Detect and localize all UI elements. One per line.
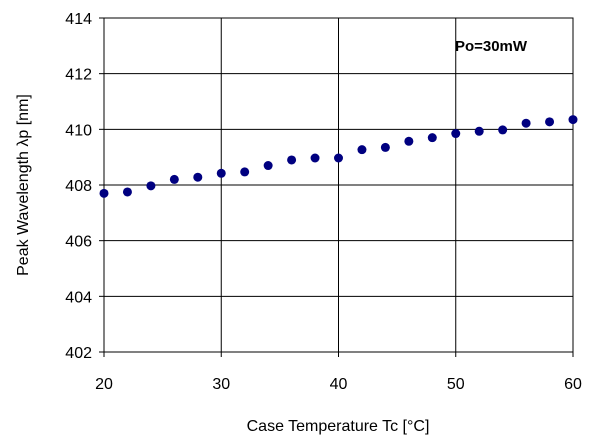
data-point — [404, 136, 414, 146]
x-axis-title: Case Temperature Tc [°C] — [247, 418, 430, 435]
data-point — [498, 125, 508, 135]
x-tick-label: 50 — [447, 376, 465, 393]
data-point — [122, 187, 132, 197]
data-points — [99, 115, 578, 198]
y-tick-label: 404 — [65, 289, 92, 306]
x-tick-label: 30 — [212, 376, 230, 393]
y-axis-title: Peak Wavelength λp [nm] — [15, 94, 32, 276]
y-axis: 402 404 406 408 410 412 414 — [65, 11, 104, 362]
data-point — [568, 115, 578, 125]
data-point — [521, 118, 531, 128]
y-tick-label: 410 — [65, 122, 92, 139]
y-tick-label: 414 — [65, 11, 92, 28]
data-point — [310, 153, 320, 163]
data-point — [240, 167, 250, 177]
x-tick-label: 40 — [330, 376, 348, 393]
y-tick-label: 412 — [65, 67, 92, 84]
data-point — [287, 155, 297, 165]
data-point — [99, 188, 109, 198]
data-point — [334, 153, 343, 163]
y-tick-label: 406 — [65, 234, 92, 251]
x-tick-label: 20 — [95, 376, 113, 393]
data-point — [193, 172, 203, 182]
grid-lines — [104, 18, 573, 352]
data-point — [216, 168, 226, 178]
data-point — [427, 133, 437, 143]
data-point — [146, 181, 156, 191]
x-tick-label: 60 — [564, 376, 582, 393]
data-point — [451, 129, 461, 139]
y-tick-label: 408 — [65, 178, 92, 195]
x-axis: 20 30 40 50 60 — [95, 352, 582, 393]
y-tick-label: 402 — [65, 345, 92, 362]
data-point — [169, 174, 179, 184]
data-point — [474, 126, 484, 136]
data-point — [263, 161, 273, 171]
data-point — [357, 145, 367, 155]
power-annotation: Po=30mW — [455, 38, 528, 55]
data-point — [545, 117, 555, 127]
data-point — [380, 142, 390, 152]
